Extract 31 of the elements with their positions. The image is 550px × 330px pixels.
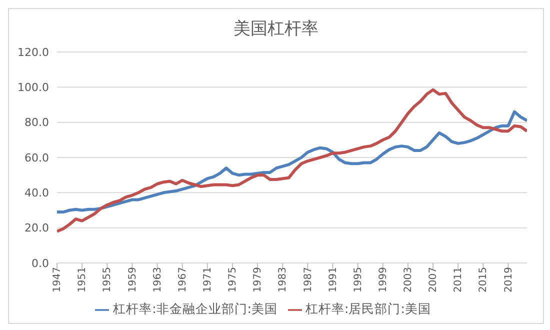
x-tick-label: 1979 [252,267,264,292]
x-tick-label: 2019 [503,267,514,292]
x-tick-label: 1971 [202,267,214,292]
x-tick-label: 1963 [152,267,164,292]
x-tick-label: 1955 [102,267,114,292]
x-tick-label: 1967 [177,267,188,292]
legend-label: 杠杆率:非金融企业部门:美国 [113,301,278,316]
line-series [57,110,527,214]
x-tick-label: 2003 [403,267,414,292]
y-tick-label: 120.0 [18,46,49,59]
x-tick-label: 1995 [352,267,364,292]
line-series [57,88,527,233]
x-tick-label: 1975 [228,267,239,292]
x-tick-label: 1951 [77,267,88,292]
x-tick-label: 2011 [453,267,464,292]
x-tick-label: 1991 [328,267,339,292]
y-tick-label: 80.0 [24,116,49,130]
x-tick-label: 2007 [428,267,440,292]
x-tick-label: 1987 [302,267,314,292]
y-tick-label: 60.0 [24,151,49,164]
y-tick-label: 100.0 [18,81,49,94]
x-tick-label: 1959 [127,267,138,292]
y-tick-label: 20.0 [24,222,49,235]
x-tick-label: 1947 [52,267,64,292]
chart-title: 美国杠杆率 [232,18,320,40]
y-tick-label: 40.0 [24,186,49,200]
x-tick-label: 1983 [278,267,289,292]
x-tick-label: 2015 [478,267,490,292]
y-tick-label: 0.0 [32,256,49,270]
legend-label: 杠杆率:居民部门:美国 [306,301,431,316]
x-tick-label: 1999 [378,267,389,292]
